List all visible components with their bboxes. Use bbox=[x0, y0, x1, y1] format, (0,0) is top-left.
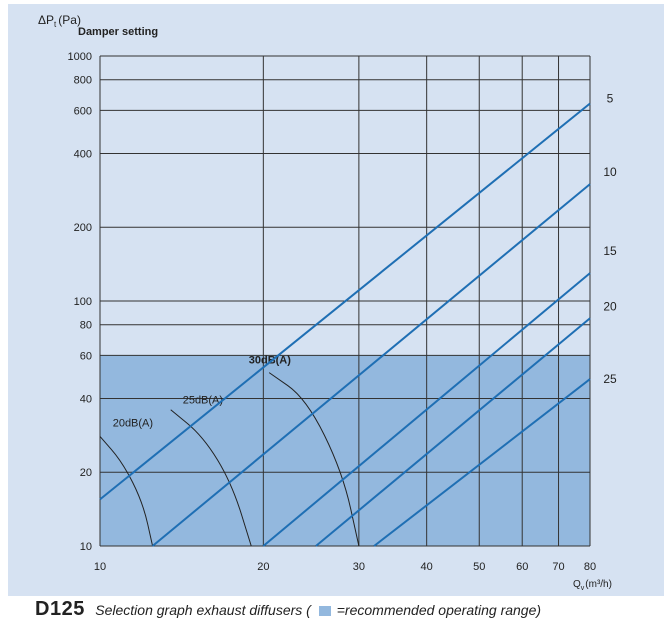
y-tick-label: 400 bbox=[74, 148, 92, 160]
recommended-range-swatch bbox=[319, 606, 332, 616]
y-axis-label: ΔPt (Pa) bbox=[38, 13, 81, 29]
sound-level-label: 20dB(A) bbox=[113, 417, 153, 429]
x-tick-label: 60 bbox=[516, 561, 528, 573]
y-tick-label: 800 bbox=[74, 75, 92, 87]
chart-panel: 10 20 40 60 80 100 200 400 600 800 1000 10 20 30 40 50 6… bbox=[8, 4, 664, 596]
y-tick-label: 60 bbox=[80, 350, 92, 362]
x-tick-label: 30 bbox=[353, 561, 365, 573]
damper-setting-label: 15 bbox=[603, 244, 617, 258]
y-tick-label: 40 bbox=[80, 393, 92, 405]
selection-chart: 10 20 40 60 80 100 200 400 600 800 1000 10 20 30 40 50 6… bbox=[38, 13, 617, 592]
y-tick-label: 80 bbox=[80, 320, 92, 332]
sound-level-curve bbox=[99, 436, 154, 547]
caption-text: Selection graph exhaust diffusers ( bbox=[95, 602, 311, 618]
x-tick-label: 80 bbox=[584, 561, 596, 573]
x-tick-label: 50 bbox=[473, 561, 485, 573]
sound-level-label: 30dB(A) bbox=[249, 354, 292, 366]
x-tick-label: 10 bbox=[94, 561, 106, 573]
x-tick-label: 20 bbox=[257, 561, 269, 573]
damper-setting-label: 20 bbox=[603, 299, 617, 313]
recommended-range-area bbox=[100, 355, 590, 546]
x-axis-label: Qv(m³/h) bbox=[573, 579, 612, 592]
sound-level-curve bbox=[268, 372, 360, 547]
caption-text-end: =recommended operating range) bbox=[336, 602, 542, 618]
y-tick-label: 600 bbox=[74, 105, 92, 117]
damper-setting-label: 25 bbox=[603, 372, 617, 386]
sound-level-label: 25dB(A) bbox=[183, 395, 223, 407]
y-tick-label: 10 bbox=[80, 541, 92, 553]
damper-setting-label: 5 bbox=[607, 91, 614, 105]
y-tick-label: 20 bbox=[80, 467, 92, 479]
sound-level-curve bbox=[170, 409, 252, 547]
damper-line bbox=[151, 183, 591, 547]
figure-caption: D125 Selection graph exhaust diffusers (… bbox=[35, 598, 541, 621]
y-tick-label: 1000 bbox=[68, 51, 92, 63]
y-tick-label: 200 bbox=[74, 222, 92, 234]
damper-line bbox=[99, 102, 591, 501]
chart-title: Damper setting bbox=[78, 26, 158, 38]
damper-line bbox=[262, 272, 591, 547]
y-tick-label: 100 bbox=[74, 296, 92, 308]
x-tick-label: 40 bbox=[421, 561, 433, 573]
damper-line bbox=[373, 378, 591, 547]
damper-setting-label: 10 bbox=[603, 165, 617, 179]
x-tick-label: 70 bbox=[552, 561, 564, 573]
product-code: D125 bbox=[35, 598, 85, 620]
damper-line bbox=[315, 317, 591, 547]
